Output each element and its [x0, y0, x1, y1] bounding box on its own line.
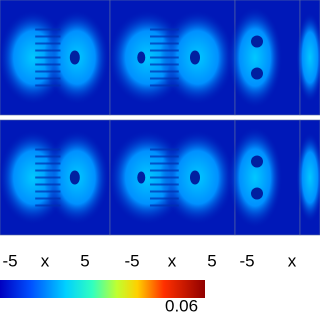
vortex-core [251, 35, 263, 48]
x-axis-label: 5 [207, 251, 216, 270]
density-panels [0, 0, 320, 236]
x-axis-label: x [41, 251, 50, 270]
vortex-core [69, 170, 80, 185]
density-lobe [227, 5, 283, 110]
vortex-core [69, 50, 80, 65]
vortex-core [251, 67, 263, 80]
x-axis-label: x [288, 251, 297, 270]
density-lobe [227, 125, 283, 230]
vortex-core [251, 187, 263, 200]
vortex-core [137, 51, 146, 64]
vortex-core [251, 155, 263, 168]
x-axis-label: -5 [124, 251, 139, 270]
density-lobe [296, 131, 320, 224]
x-axis-labels: -5 x 5 -5 x 5 -5 x [2, 251, 296, 270]
x-axis-label: -5 [2, 251, 17, 270]
x-axis-label: x [168, 251, 177, 270]
x-axis-label: 5 [80, 251, 89, 270]
colorbar [0, 280, 205, 298]
colorbar-max-label: 0.06 [165, 296, 198, 315]
x-axis-label: -5 [239, 251, 254, 270]
vortex-core [190, 50, 200, 65]
vortex-core [137, 171, 146, 184]
vortex-core [190, 170, 200, 185]
density-lobe [296, 11, 320, 104]
